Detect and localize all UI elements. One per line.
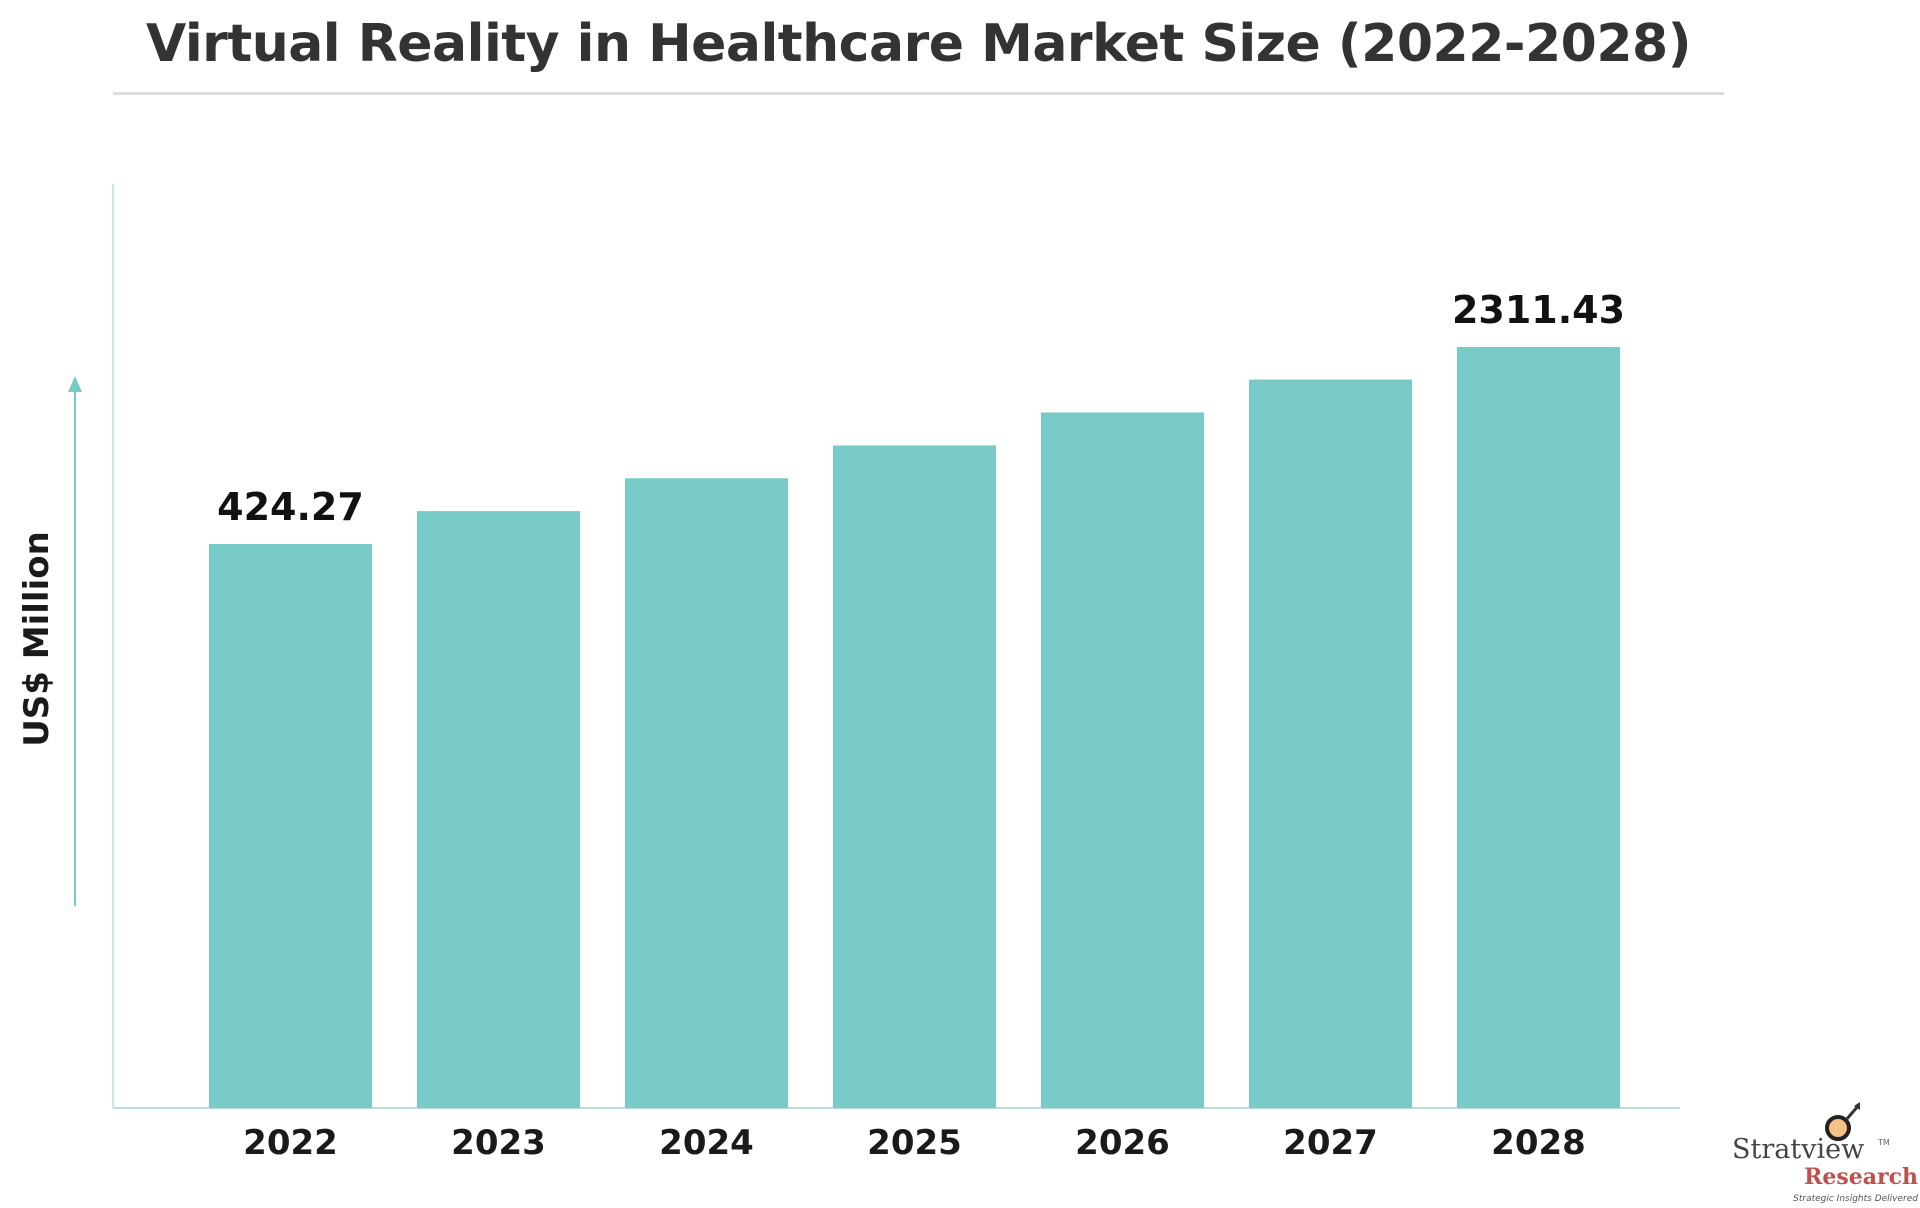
x-tick-label: 2028 — [1491, 1123, 1586, 1163]
x-tick-label: 2026 — [1075, 1123, 1170, 1163]
x-tick-label: 2022 — [243, 1123, 338, 1163]
x-tick-label: 2024 — [659, 1123, 754, 1163]
logo-tagline: Strategic Insights Delivered — [1793, 1194, 1918, 1204]
logo-name: Stratview — [1732, 1134, 1865, 1165]
bar-2028 — [1457, 347, 1620, 1108]
logo-sub: Research — [1804, 1164, 1918, 1190]
bar-2025 — [833, 445, 996, 1108]
y-axis-arrow-head-icon — [68, 376, 82, 392]
bar-2024 — [625, 478, 788, 1108]
data-label: 424.27 — [217, 485, 364, 529]
bar-2023 — [417, 511, 580, 1109]
bar-2026 — [1041, 412, 1204, 1109]
x-tick-label: 2025 — [867, 1123, 962, 1163]
bar-2027 — [1249, 379, 1412, 1108]
title-divider — [113, 92, 1724, 95]
x-tick-label: 2027 — [1283, 1123, 1378, 1163]
chart-title: Virtual Reality in Healthcare Market Siz… — [146, 14, 1691, 74]
stratview-logo: Stratview TM Research Strategic Insights… — [1728, 1100, 1920, 1208]
logo-tm: TM — [1878, 1138, 1890, 1147]
data-label: 2311.43 — [1452, 288, 1625, 332]
bar-2022 — [209, 544, 372, 1108]
magnifier-chart-icon — [1825, 1102, 1860, 1141]
x-tick-label: 2023 — [451, 1123, 546, 1163]
